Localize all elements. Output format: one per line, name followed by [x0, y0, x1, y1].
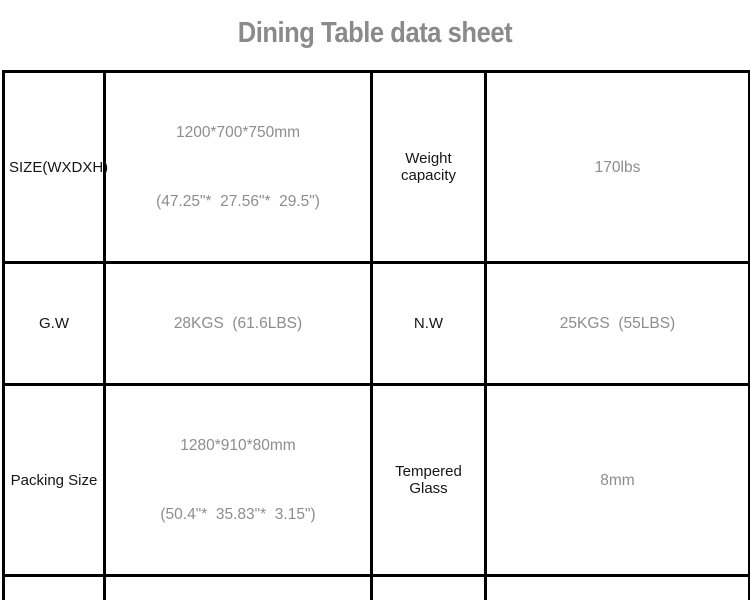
- value-packing-size: 1280*910*80mm (50.4"* 35.83"* 3.15"): [103, 383, 373, 577]
- label-tube-wxdxh: Tube(WXDXH): [370, 574, 487, 600]
- dining-table-sheet-title: Dining Table data sheet: [237, 17, 513, 49]
- label-tempered-glass: Tempered Glass: [370, 383, 487, 577]
- table-row: Volume(CBM) 0.094 Tube(WXDXH) 60*40*750m…: [2, 574, 750, 600]
- label-size-wxdxh: SIZE(WXDXH): [2, 70, 108, 264]
- value-size: 1200*700*750mm (47.25"* 27.56"* 29.5"): [103, 70, 373, 264]
- table-row: G.W 28KGS (61.6LBS) N.W 25KGS (55LBS): [2, 261, 750, 386]
- dining-table-spec-table: SIZE(WXDXH) 1200*700*750mm (47.25"* 27.5…: [2, 70, 750, 600]
- label-net-weight: N.W: [370, 261, 487, 386]
- value-gross-weight: 28KGS (61.6LBS): [103, 261, 373, 386]
- label-gross-weight: G.W: [2, 261, 106, 386]
- value-weight-capacity: 170lbs: [484, 70, 750, 264]
- value-line-1: 1200*700*750mm: [175, 124, 301, 141]
- value-tube: 60*40*750mm (2.36"* 1.57"* 29.5"): [484, 574, 750, 600]
- label-volume-cbm: Volume(CBM): [2, 574, 106, 600]
- value-line-1: 1280*910*80mm: [180, 437, 296, 454]
- dining-table-sheet-header: Dining Table data sheet: [0, 12, 750, 54]
- value-tempered-glass: 8mm: [484, 383, 750, 577]
- value-line-2: (47.25"* 27.56"* 29.5"): [156, 193, 320, 210]
- value-line-1: 170lbs: [594, 158, 641, 176]
- value-line-1: 8mm: [600, 471, 635, 489]
- table-row: Packing Size 1280*910*80mm (50.4"* 35.83…: [2, 383, 750, 577]
- value-line-2: (50.4"* 35.83"* 3.15"): [160, 506, 316, 523]
- value-line-1: 28KGS (61.6LBS): [173, 315, 303, 332]
- label-packing-size: Packing Size: [2, 383, 106, 577]
- value-net-weight: 25KGS (55LBS): [484, 261, 750, 386]
- table-row: SIZE(WXDXH) 1200*700*750mm (47.25"* 27.5…: [2, 70, 750, 264]
- value-line-1: 25KGS (55LBS): [559, 315, 676, 332]
- value-volume-cbm: 0.094: [103, 574, 373, 600]
- label-weight-capacity: Weight capacity: [370, 70, 487, 264]
